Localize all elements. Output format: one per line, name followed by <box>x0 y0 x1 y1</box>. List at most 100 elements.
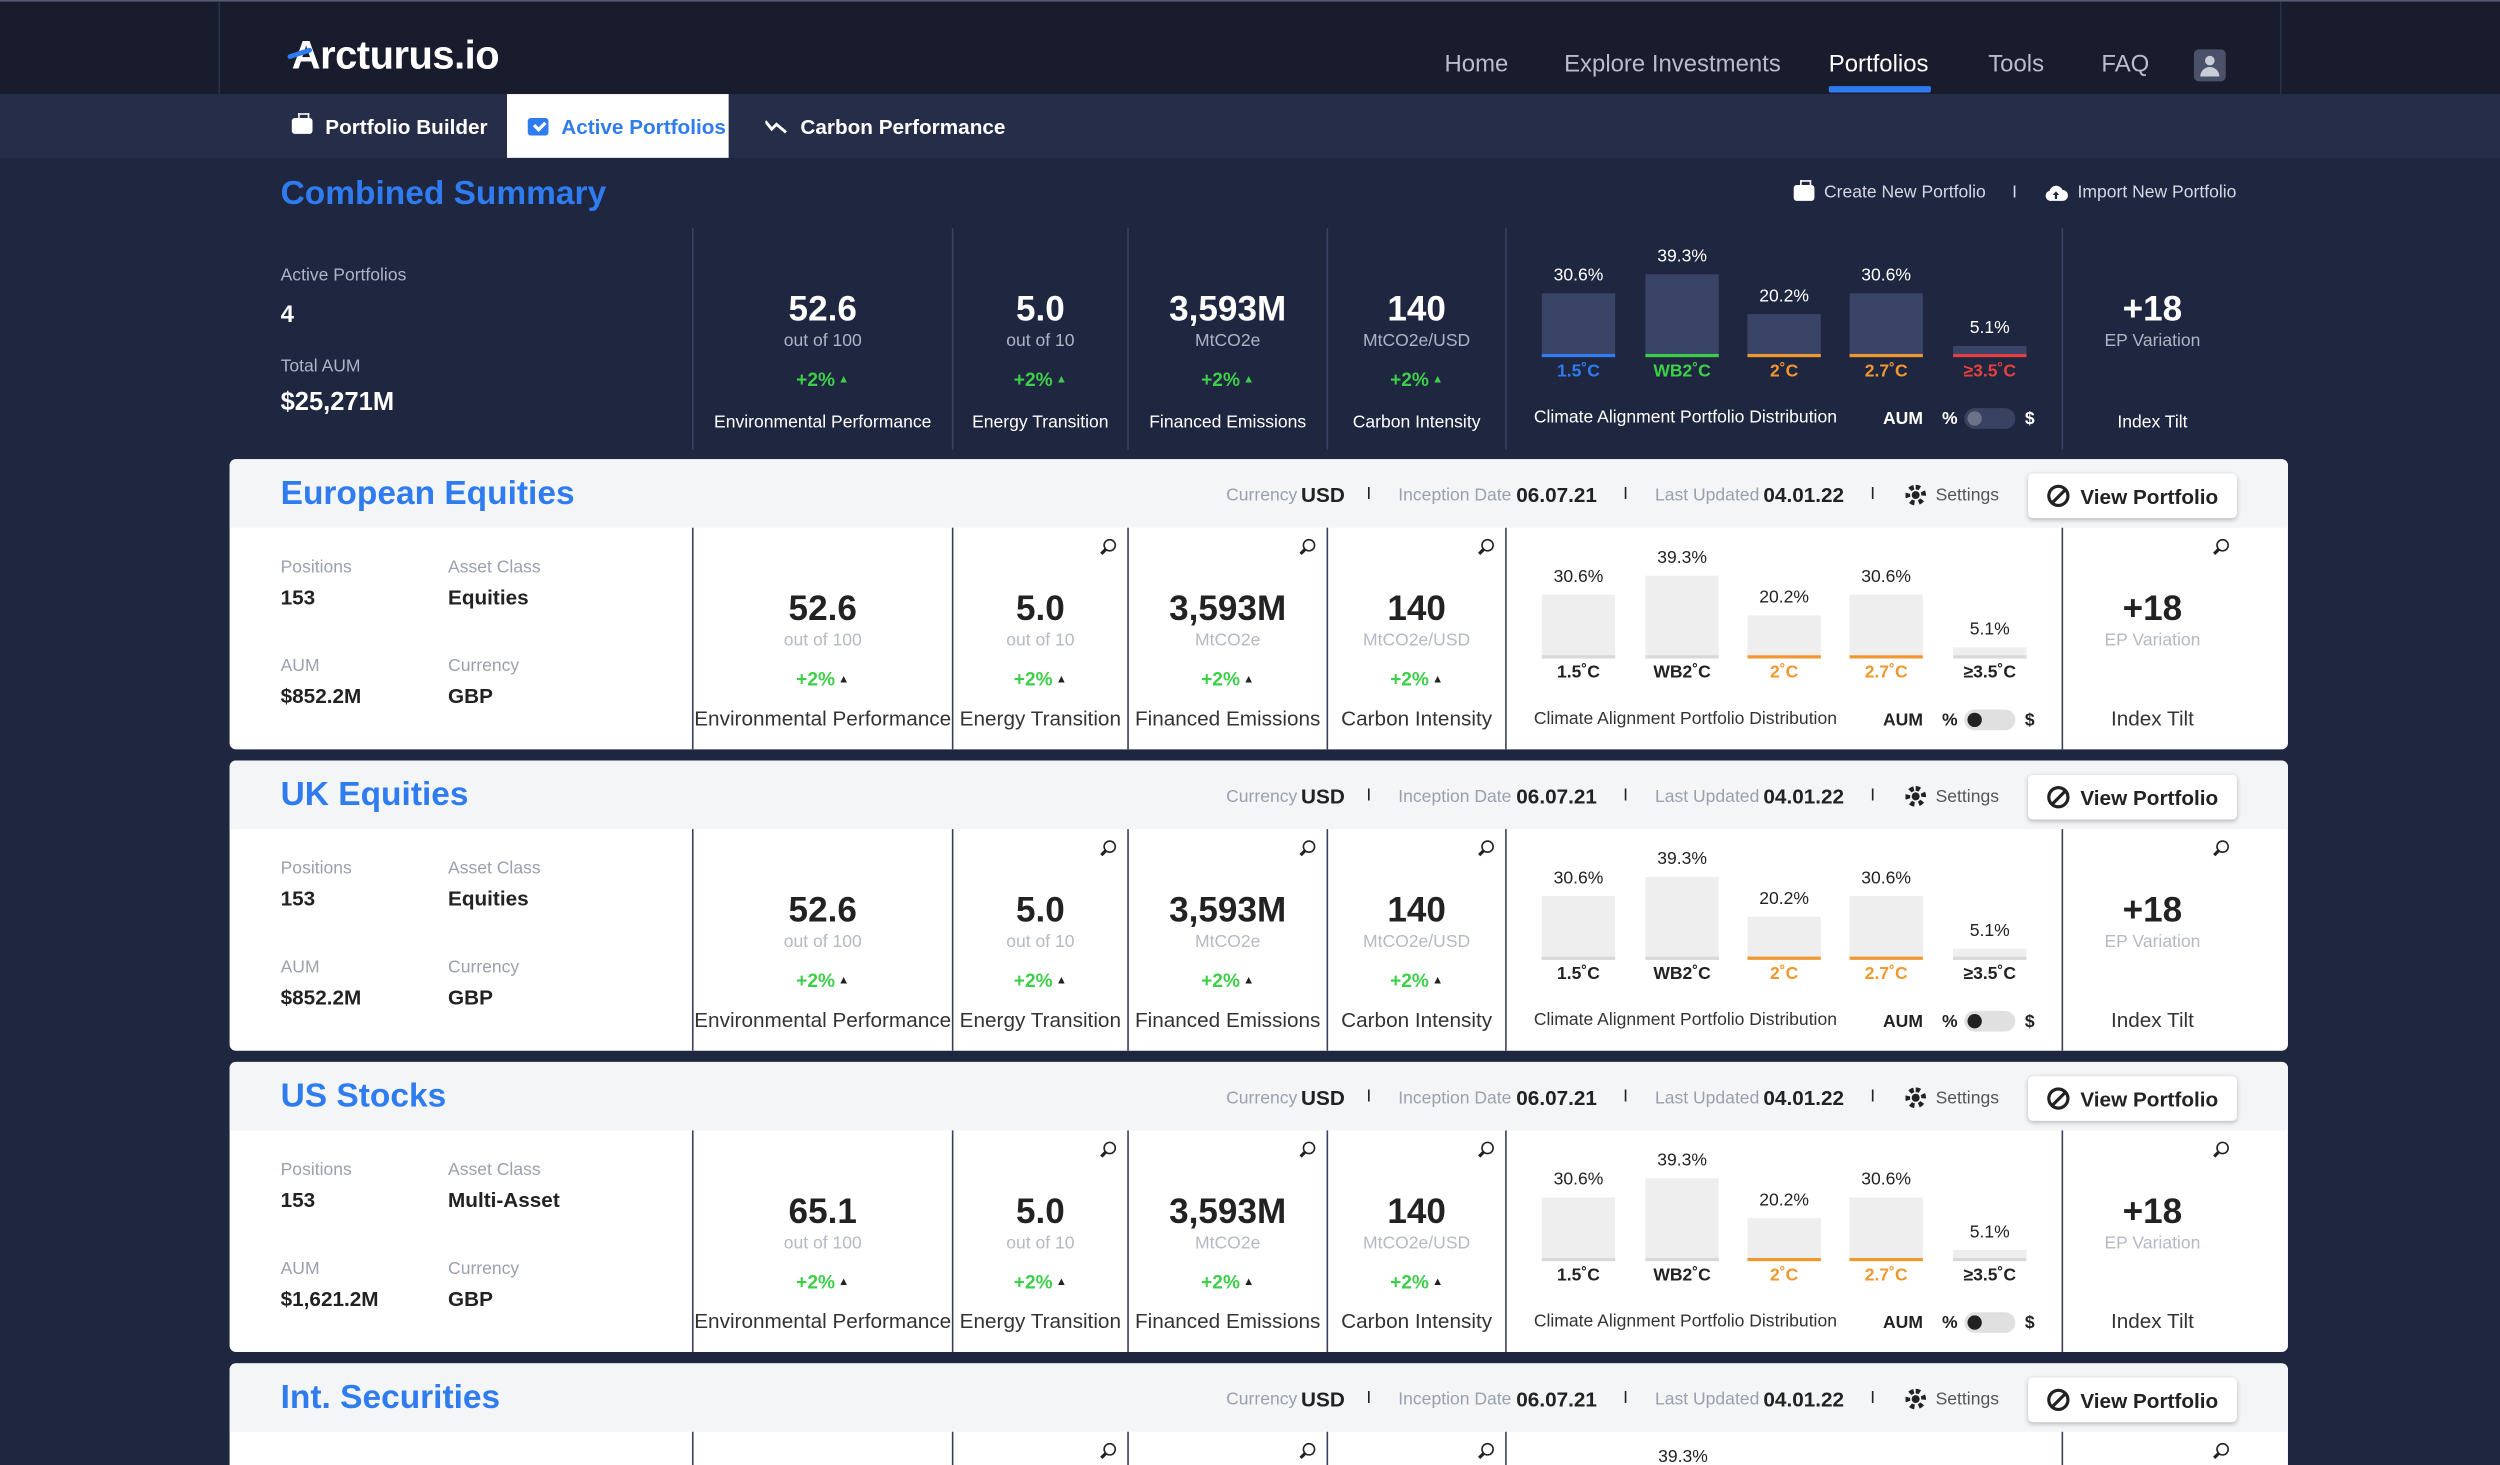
metric-energy-transition[interactable]: 5.0 out of 10 +2% ▲ Energy Transition <box>953 588 1127 730</box>
portfolio-title[interactable]: European Equities <box>280 475 575 512</box>
bar-rect <box>1747 1218 1821 1262</box>
up-arrow-icon: ▲ <box>1432 375 1444 387</box>
summary-energy-transition[interactable]: 5.0 out of 10 +2% ▲ Energy Transition <box>953 289 1127 432</box>
zoom-icon[interactable] <box>2216 1442 2229 1456</box>
logo[interactable]: Arcturus.io <box>286 33 500 79</box>
metric-env-performance[interactable]: 52.6 out of 100 +2% ▲ Environmental Performa… <box>694 588 952 730</box>
aum-toggle[interactable] <box>1964 709 2016 731</box>
zoom-icon[interactable] <box>2216 1141 2229 1155</box>
user-avatar-icon[interactable] <box>2193 49 2226 82</box>
aum-toggle[interactable] <box>1964 1010 2016 1032</box>
view-portfolio-button[interactable]: View Portfolio <box>2028 473 2237 519</box>
summary-carbon-intensity[interactable]: 140 MtCO2e/USD +2% ▲ Carbon Intensity <box>1328 289 1505 432</box>
metric-name: Index Tilt <box>2110 1309 2194 1333</box>
distribution-title: Climate Alignment Portfolio Distribution <box>1533 709 1837 729</box>
metric-index-tilt[interactable]: +18 EP Variation Index Tilt <box>2063 890 2242 1032</box>
settings-link[interactable]: Settings <box>1935 1390 1999 1410</box>
metric-env-performance[interactable]: 52.6 out of 100 +2% ▲ Environmental Performa… <box>694 890 952 1032</box>
bar-rect <box>1747 916 1821 960</box>
zoom-icon[interactable] <box>1103 1442 1117 1456</box>
metric-energy-transition[interactable]: 5.0 out of 10 +2% ▲ Energy Transition <box>953 890 1127 1032</box>
view-portfolio-button[interactable]: View Portfolio <box>2028 1377 2237 1423</box>
up-arrow-icon: ▲ <box>838 375 850 387</box>
tab-label: Portfolio Builder <box>325 113 488 138</box>
tab-active-portfolios[interactable]: Active Portfolios <box>507 94 729 158</box>
portfolio-title[interactable]: UK Equities <box>280 776 469 814</box>
percent-label: % <box>1941 1313 1958 1333</box>
percent-label: % <box>1941 409 1958 429</box>
divider <box>2061 227 2064 450</box>
divider <box>1505 1130 1507 1353</box>
nav-faq[interactable]: FAQ <box>2101 51 2150 79</box>
summary-env-performance[interactable]: 52.6 out of 100 +2% ▲ Environmental Perfo… <box>694 289 952 432</box>
bar-label: ≥3.5˚C <box>1963 964 2017 984</box>
zoom-icon[interactable] <box>1481 538 1494 552</box>
bar-label: 1.5˚C <box>1557 964 1600 984</box>
metric-name: Index Tilt <box>2117 412 2188 433</box>
view-portfolio-button[interactable]: View Portfolio <box>2028 1076 2237 1121</box>
nav-portfolios[interactable]: Portfolios <box>1828 51 1929 79</box>
metric-financed-emissions[interactable]: 3,593M MtCO2e +2% ▲ Financed Emissions <box>1129 1191 1327 1333</box>
asset-class-value: Multi-Asset <box>448 1187 560 1212</box>
metric-energy-transition[interactable]: 5.0 out of 10 +2% ▲ Energy Transition <box>953 1191 1127 1333</box>
metric-name: Carbon Intensity <box>1341 1007 1493 1032</box>
gear-icon[interactable] <box>1905 484 1927 506</box>
nav-tools[interactable]: Tools <box>1988 51 2045 79</box>
gear-icon[interactable] <box>1905 786 1927 807</box>
dollar-label: $ <box>2024 711 2035 731</box>
import-new-portfolio-button[interactable]: Import New Portfolio <box>2044 183 2236 202</box>
tab-carbon-performance[interactable]: Carbon Performance <box>765 94 1005 158</box>
metric-value: +18 <box>2122 1191 2183 1231</box>
portfolio-title[interactable]: Int. Securities <box>280 1379 501 1416</box>
bar-percent: 5.1% <box>1969 620 2010 640</box>
zoom-icon[interactable] <box>1103 538 1117 552</box>
create-new-portfolio-button[interactable]: Create New Portfolio <box>1793 180 1986 203</box>
view-portfolio-button[interactable]: View Portfolio <box>2028 774 2237 820</box>
bar-percent: 20.2% <box>1759 889 1809 909</box>
zoom-icon[interactable] <box>1302 538 1316 552</box>
settings-link[interactable]: Settings <box>1935 1088 1999 1109</box>
currency-value: USD <box>1301 1085 1345 1110</box>
nav-explore-investments[interactable]: Explore Investments <box>1564 51 1781 79</box>
positions-label: Positions <box>280 859 352 879</box>
summary-index-tilt[interactable]: +18 EP Variation Index Tilt <box>2063 289 2242 432</box>
gear-icon[interactable] <box>1905 1087 1927 1109</box>
gear-icon[interactable] <box>1905 1388 1927 1410</box>
metric-value: 65.1 <box>788 1191 857 1231</box>
tab-portfolio-builder[interactable]: Portfolio Builder <box>291 94 488 158</box>
zoom-icon[interactable] <box>1481 840 1494 854</box>
metric-carbon-intensity[interactable]: 140 MtCO2e/USD +2% ▲ Carbon Intensity <box>1328 890 1505 1032</box>
metric-index-tilt[interactable]: +18 EP Variation Index Tilt <box>2063 588 2242 730</box>
metric-financed-emissions[interactable]: 3,593M MtCO2e +2% ▲ Financed Emissions <box>1129 588 1327 730</box>
bar-percent: 39.3% <box>1658 1447 1708 1465</box>
settings-link[interactable]: Settings <box>1935 787 1999 807</box>
metric-carbon-intensity[interactable]: 140 MtCO2e/USD +2% ▲ Carbon Intensity <box>1328 588 1505 730</box>
zoom-icon[interactable] <box>1481 1141 1494 1155</box>
positions-label: Positions <box>280 1160 352 1180</box>
zoom-icon[interactable] <box>1103 1141 1117 1155</box>
zoom-icon[interactable] <box>2216 538 2229 552</box>
settings-link[interactable]: Settings <box>1935 486 1999 506</box>
divider <box>1326 829 1329 1051</box>
zoom-icon[interactable] <box>2216 840 2229 854</box>
zoom-icon[interactable] <box>1302 840 1316 854</box>
action-label: Create New Portfolio <box>1823 183 1986 203</box>
metric-financed-emissions[interactable]: 3,593M MtCO2e +2% ▲ Financed Emissions <box>1129 890 1327 1032</box>
zoom-icon[interactable] <box>1481 1442 1494 1456</box>
aum-toggle[interactable] <box>1964 1312 2016 1333</box>
asset-class-value: Equities <box>448 585 529 610</box>
nav-home[interactable]: Home <box>1444 51 1509 79</box>
zoom-icon[interactable] <box>1103 840 1117 854</box>
zoom-icon[interactable] <box>1302 1442 1316 1456</box>
zoom-icon[interactable] <box>1302 1141 1316 1155</box>
aum-toggle[interactable] <box>1964 408 2016 429</box>
bar-rect <box>1953 647 2027 659</box>
currency-field-value: GBP <box>448 1286 493 1311</box>
metric-index-tilt[interactable]: +18 EP Variation Index Tilt <box>2063 1191 2242 1333</box>
inception-label: Inception Date <box>1398 787 1512 807</box>
bar-percent: 30.6% <box>1553 1170 1604 1190</box>
metric-carbon-intensity[interactable]: 140 MtCO2e/USD +2% ▲ Carbon Intensity <box>1328 1191 1505 1333</box>
summary-financed-emissions[interactable]: 3,593M MtCO2e +2% ▲ Financed Emissions <box>1129 289 1327 432</box>
metric-env-performance[interactable]: 65.1 out of 100 +2% ▲ Environmental Performa… <box>694 1191 952 1333</box>
portfolio-title[interactable]: US Stocks <box>280 1077 447 1115</box>
